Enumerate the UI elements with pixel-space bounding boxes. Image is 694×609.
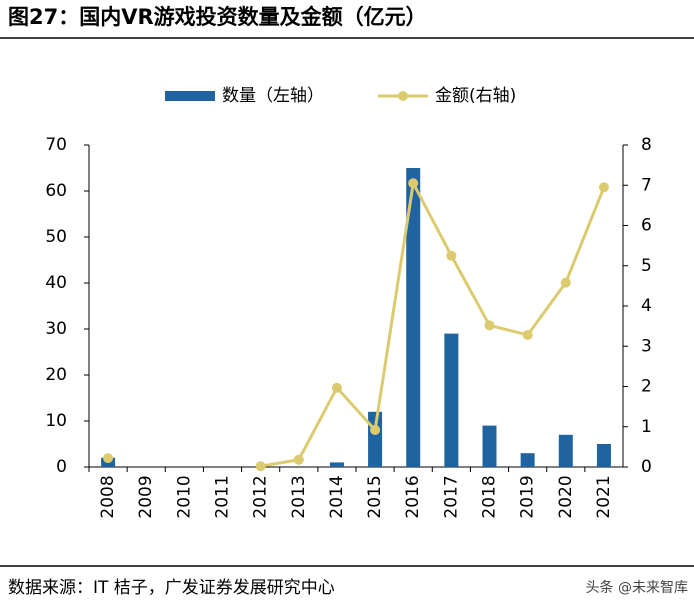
y2-tick-label: 5 [641,256,652,276]
y2-tick-label: 3 [641,336,652,356]
x-tick-label: 2019 [518,475,538,518]
bar [596,444,611,467]
y-tick-label: 60 [45,181,67,201]
y2-tick-label: 6 [641,216,652,236]
y2-tick-label: 1 [641,417,652,437]
x-tick-label: 2015 [365,475,385,518]
y-tick-label: 10 [45,411,67,431]
line-marker [408,178,419,189]
line-marker [560,277,571,288]
line-marker [484,320,495,331]
x-tick-label: 2012 [251,475,271,518]
y2-tick-label: 8 [641,135,652,155]
bar [558,434,573,467]
bar [520,453,535,467]
y2-tick-label: 7 [641,175,652,195]
x-tick-label: 2016 [403,475,423,518]
x-tick-label: 2018 [480,475,500,518]
legend-label: 金额(右轴) [435,86,516,106]
y-tick-label: 70 [45,135,67,155]
x-tick-label: 2021 [594,475,614,518]
y2-tick-label: 4 [641,296,652,316]
line-marker [331,382,342,393]
bar [444,333,459,467]
y2-tick-label: 0 [641,457,652,477]
source: 数据来源：IT 桔子，广发证券发展研究中心 [8,578,335,598]
x-tick-label: 2013 [289,475,309,518]
line-marker [293,454,304,465]
y-tick-label: 40 [45,273,67,293]
line-marker [522,329,533,340]
x-tick-label: 2017 [441,475,461,518]
y-tick-label: 20 [45,365,67,385]
legend-swatch [165,91,215,101]
line-marker [255,461,266,472]
x-tick-label: 2020 [556,475,576,518]
x-tick-label: 2011 [213,475,233,518]
line [260,178,606,468]
line-marker [446,250,457,261]
chart-title: 图27：国内VR游戏投资数量及金额（亿元） [8,5,427,29]
y-tick-label: 0 [56,457,67,477]
x-tick-label: 2010 [174,475,194,518]
line-marker [103,453,114,464]
x-tick-label: 2014 [327,475,347,518]
legend-swatch [398,91,408,101]
x-tick-label: 2008 [98,475,118,518]
y2-tick-label: 2 [641,377,652,397]
bar [482,425,497,467]
y-tick-label: 30 [45,319,67,339]
bar [368,411,383,467]
bar [406,168,421,467]
line-marker [370,424,381,435]
x-tick-label: 2009 [136,475,156,518]
watermark: 头条 @未来智库 [586,579,688,596]
y-tick-label: 50 [45,227,67,247]
line-marker [598,182,609,193]
legend-label: 数量（左轴） [222,86,324,106]
bar [329,462,344,467]
